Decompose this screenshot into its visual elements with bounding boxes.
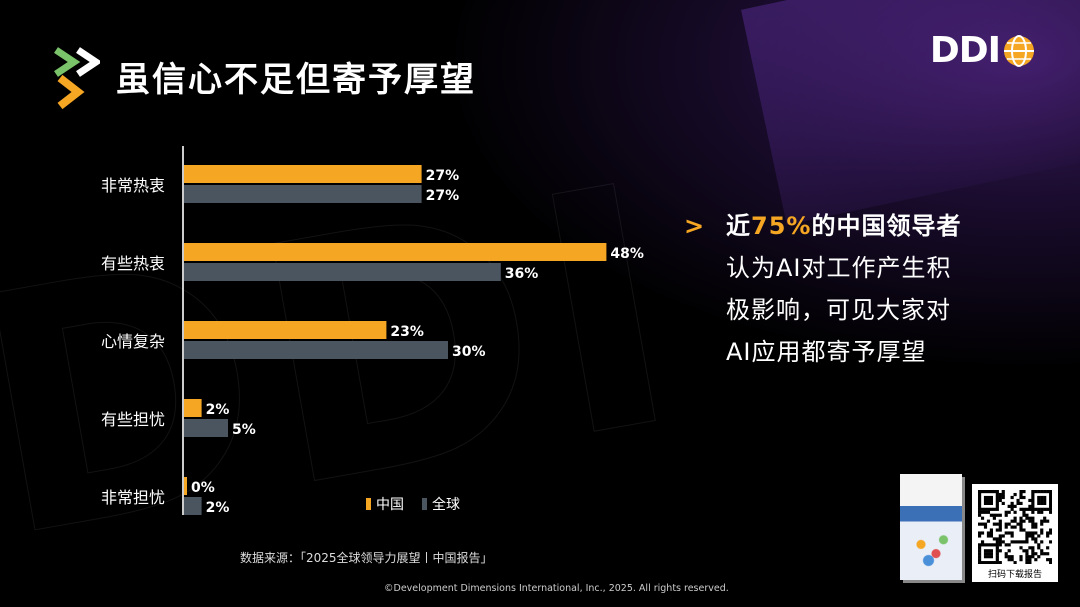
callout-highlight: 75% (751, 212, 812, 240)
data-label: 23% (390, 324, 424, 340)
legend-item-china: 中国 (366, 494, 404, 514)
bar-global (184, 263, 501, 281)
category-label: 心情复杂 (101, 332, 165, 351)
data-label: 0% (191, 480, 215, 496)
data-label: 27% (426, 188, 460, 204)
report-cover-image[interactable] (900, 474, 962, 580)
legend-swatch (366, 498, 371, 510)
bar-china (184, 477, 187, 495)
callout: > 近75%的中国领导者 认为AI对工作产生积 极影响，可见大家对 AI应用都寄… (684, 205, 961, 373)
chart-legend: 中国 全球 (366, 494, 460, 514)
qr-code-icon (978, 490, 1052, 564)
bar-global (184, 497, 202, 515)
legend-label: 中国 (376, 497, 404, 513)
copyright: ©Development Dimensions International, I… (384, 583, 729, 594)
brand-text: DDI (929, 30, 1001, 71)
data-label: 2% (206, 402, 230, 418)
data-label: 2% (206, 500, 230, 516)
category-label: 有些热衷 (101, 254, 165, 273)
chevron-logo-icon (54, 47, 100, 110)
data-label: 48% (610, 246, 644, 262)
category-label: 非常担忧 (101, 488, 165, 507)
source-note: 数据来源：「2025全球领导力展望丨中国报告」 (240, 551, 493, 565)
legend-item-global: 全球 (422, 494, 460, 514)
bar-global (184, 341, 448, 359)
category-label: 有些担忧 (101, 410, 165, 429)
data-label: 36% (505, 266, 539, 282)
qr-label: 扫码下载报告 (987, 570, 1042, 580)
callout-line-3: 极影响，可见大家对 (726, 296, 951, 324)
callout-line-1: 近75%的中国领导者 (726, 212, 962, 240)
qr-code[interactable]: 扫码下载报告 (972, 484, 1058, 582)
bar-china (184, 243, 607, 261)
bar-china (184, 321, 387, 339)
data-label: 30% (452, 344, 486, 360)
bar-global (184, 419, 228, 437)
page-title: 虽信心不足但寄予厚望 (116, 60, 476, 100)
brand-logo: DDI (930, 30, 1036, 71)
legend-label: 全球 (432, 497, 460, 513)
globe-icon (1004, 34, 1034, 67)
callout-line-2: 认为AI对工作产生积 (726, 254, 952, 282)
callout-line-4: AI应用都寄予厚望 (726, 338, 927, 366)
bar-global (184, 185, 422, 203)
legend-swatch (422, 498, 427, 510)
data-label: 5% (232, 422, 256, 438)
category-label: 非常热衷 (101, 176, 165, 195)
bar-china (184, 399, 202, 417)
data-label: 27% (426, 168, 460, 184)
chevron-right-icon: > (684, 212, 706, 240)
bar-china (184, 165, 422, 183)
